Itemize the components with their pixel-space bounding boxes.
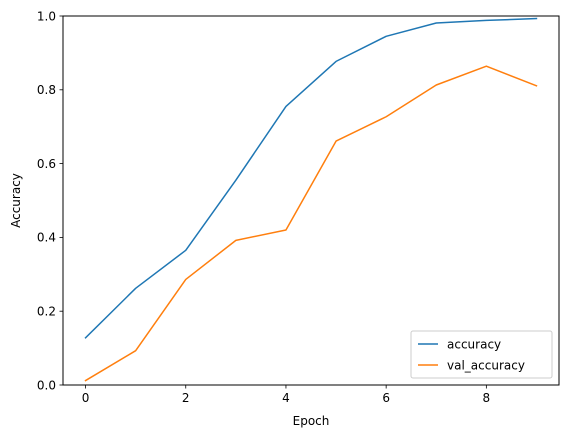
y-tick-label: 0.8 [37,83,56,97]
x-tick-label: 0 [82,391,90,405]
x-tick-label: 8 [483,391,491,405]
x-axis-title: Epoch [293,414,330,428]
legend: accuracy val_accuracy [410,330,553,379]
y-axis-title: Accuracy [9,173,23,228]
x-tick-label: 6 [382,391,390,405]
x-tick-label: 2 [182,391,190,405]
y-tick-label: 0.0 [37,378,56,392]
x-axis: 0 2 4 6 8 [82,385,490,405]
series-line-accuracy [84,17,538,339]
series-layer [84,17,538,382]
series-line-val-accuracy [84,65,538,382]
y-tick-label: 0.6 [37,157,56,171]
axes-frame [62,15,560,386]
y-tick-label: 1.0 [37,9,56,23]
y-tick-label: 0.2 [37,305,56,319]
legend-box [410,330,553,379]
legend-label-val-accuracy: val_accuracy [447,358,525,372]
plot-area [62,15,560,386]
legend-label-accuracy: accuracy [447,337,501,351]
y-tick-label: 0.4 [37,231,56,245]
y-axis: 0.0 0.2 0.4 0.6 0.8 1.0 [37,9,63,392]
x-tick-label: 4 [282,391,290,405]
